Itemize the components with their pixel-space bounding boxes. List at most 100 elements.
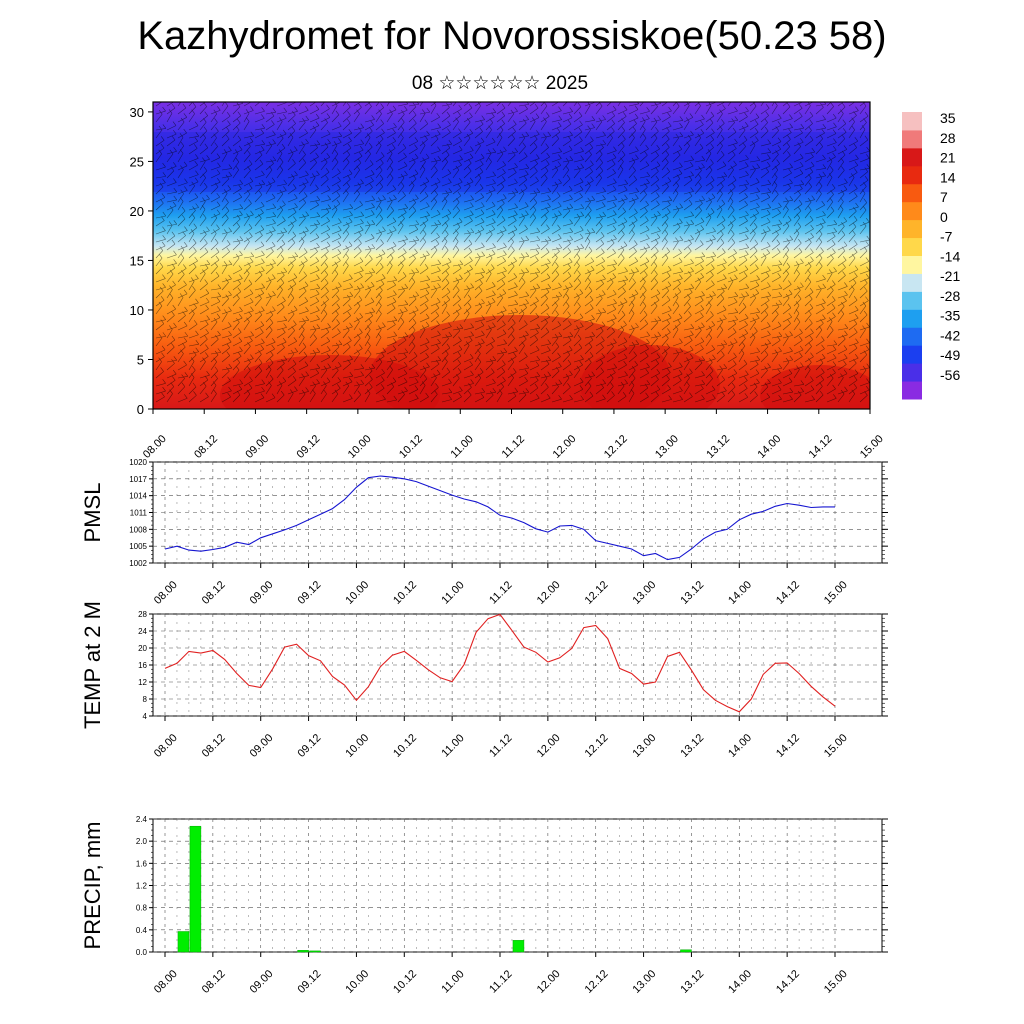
- wind-barb-flag: [832, 280, 836, 285]
- wind-barb-flag: [577, 278, 582, 283]
- wind-barb: [408, 389, 419, 395]
- wind-barb-flag: [204, 143, 209, 148]
- wind-barb: [837, 349, 848, 355]
- x-tick-label: 10.12: [397, 433, 425, 461]
- wind-barb: [793, 183, 804, 187]
- wind-barb: [430, 363, 440, 371]
- wind-barb-flag: [767, 226, 771, 231]
- wind-barb-flag: [325, 327, 330, 333]
- wind-barb-flag: [272, 219, 276, 224]
- wind-barb-flag: [514, 203, 518, 208]
- wind-barb: [298, 322, 306, 331]
- wind-barb-flag: [675, 349, 680, 355]
- wind-barb-flag: [525, 115, 529, 120]
- wind-barb-flag: [183, 360, 187, 366]
- wind-barb: [430, 315, 439, 323]
- wind-barb: [485, 372, 495, 379]
- wind-barb: [452, 132, 462, 139]
- wind-barb-flag: [831, 240, 836, 245]
- wind-barb: [551, 251, 560, 259]
- wind-barb: [771, 288, 782, 291]
- wind-barb: [771, 154, 779, 163]
- wind-barb-flag: [832, 368, 836, 374]
- wind-barb-flag: [511, 94, 514, 98]
- wind-barb: [617, 301, 628, 307]
- wind-barb-flag: [499, 205, 504, 211]
- wind-barb: [408, 281, 416, 291]
- wind-barb-flag: [842, 256, 847, 261]
- wind-barb-flag: [646, 243, 650, 248]
- wind-barb-flag: [631, 221, 636, 227]
- wind-barb-flag: [536, 188, 541, 193]
- wind-barb-flag: [249, 137, 254, 142]
- wind-barb-flag: [258, 366, 263, 371]
- wind-barb-flag: [720, 150, 725, 156]
- wind-barb-flag: [863, 246, 868, 252]
- wind-barb: [353, 348, 363, 355]
- wind-barb: [518, 295, 529, 299]
- wind-barb: [188, 242, 197, 251]
- wind-barb-flag: [620, 245, 625, 251]
- wind-barb: [408, 103, 419, 107]
- wind-barb: [353, 183, 364, 187]
- wind-barb: [265, 251, 274, 259]
- wind-barb-flag: [666, 375, 670, 380]
- wind-barb-flag: [656, 192, 660, 197]
- wind-barb-flag: [378, 165, 383, 171]
- wind-barb: [595, 383, 606, 387]
- wind-barb: [221, 244, 231, 251]
- wind-barb-flag: [400, 317, 405, 323]
- wind-barb-flag: [799, 328, 803, 333]
- wind-barb-flag: [467, 302, 472, 308]
- wind-barb: [705, 275, 714, 283]
- wind-barb: [639, 314, 648, 323]
- wind-barb: [243, 110, 254, 115]
- wind-barb-flag: [546, 152, 550, 158]
- wind-barb-flag: [260, 225, 265, 230]
- wind-barb: [595, 268, 605, 275]
- wind-barb-flag: [677, 95, 680, 99]
- wind-barb-flag: [822, 171, 826, 176]
- wind-barb: [276, 153, 283, 163]
- wind-barb-flag: [294, 252, 299, 257]
- wind-barb-flag: [732, 319, 737, 325]
- wind-barb: [771, 185, 778, 195]
- wind-barb-flag: [565, 293, 570, 299]
- wind-barb: [782, 127, 793, 131]
- wind-barb: [716, 209, 723, 219]
- wind-barb-flag: [696, 229, 701, 234]
- wind-barb-flag: [358, 239, 362, 244]
- wind-barb-flag: [753, 214, 757, 219]
- wind-barb-flag: [722, 104, 726, 109]
- wind-barb-flag: [436, 232, 440, 238]
- wind-barb-flag: [250, 306, 254, 311]
- wind-barb-flag: [425, 344, 429, 349]
- wind-barb-flag: [555, 262, 559, 267]
- wind-barb-flag: [644, 271, 648, 276]
- wind-barb-flag: [303, 248, 308, 253]
- wind-barb-flag: [534, 159, 538, 164]
- wind-barb-flag: [489, 118, 494, 123]
- wind-barb-flag: [193, 247, 197, 252]
- wind-barb-flag: [323, 157, 328, 163]
- wind-barb-flag: [426, 211, 430, 216]
- wind-barb-flag: [631, 197, 636, 203]
- wind-barb-flag: [479, 127, 483, 132]
- wind-barb-flag: [302, 94, 305, 98]
- wind-barb-flag: [271, 337, 276, 343]
- wind-barb-flag: [654, 238, 659, 244]
- wind-barb-flag: [236, 102, 241, 107]
- wind-barb-flag: [745, 179, 750, 185]
- wind-barb-flag: [788, 280, 792, 285]
- wind-barb-flag: [336, 303, 340, 308]
- wind-barb-flag: [235, 165, 239, 170]
- wind-barb: [309, 260, 319, 267]
- wind-barb: [188, 148, 198, 155]
- wind-barb: [342, 287, 353, 291]
- wind-barb-flag: [235, 125, 240, 131]
- wind-barb-flag: [258, 350, 262, 355]
- wind-barb: [331, 346, 340, 355]
- x-tick-label: 11.00: [448, 433, 475, 460]
- wind-barb-flag: [645, 216, 649, 221]
- wind-barb-flag: [216, 96, 219, 100]
